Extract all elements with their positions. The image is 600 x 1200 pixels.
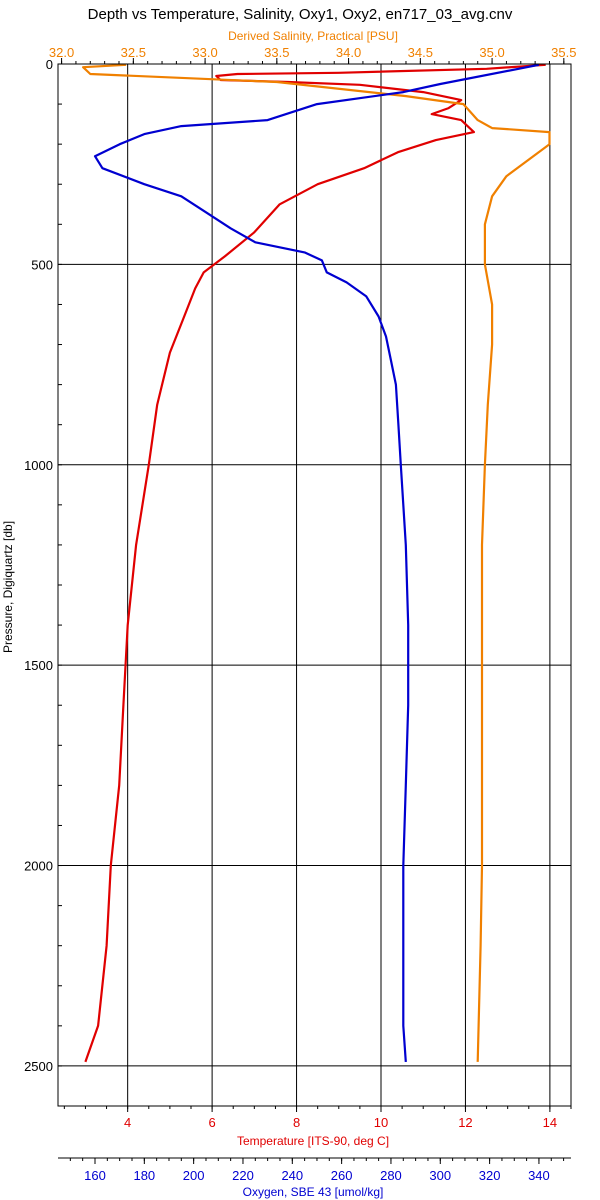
salinity-tick-label: 35.5 [551,45,576,60]
oxygen-tick-label: 240 [281,1168,303,1183]
pressure-tick-label: 1000 [24,458,53,473]
salinity-profile-line [82,63,551,1062]
temperature-tick-label: 10 [374,1115,388,1130]
salinity-tick-label: 34.5 [408,45,433,60]
plot-frame [57,63,572,1107]
chart-title: Depth vs Temperature, Salinity, Oxy1, Ox… [88,6,513,23]
oxygen-tick-label: 340 [528,1168,550,1183]
salinity-axis-label: Derived Salinity, Practical [PSU] [228,29,398,43]
oxygen-tick-label: 180 [133,1168,155,1183]
grid [58,63,571,1106]
oxygen-tick-label: 260 [331,1168,353,1183]
temperature-profile-line [84,63,546,1063]
pressure-tick-label: 2500 [24,1059,53,1074]
oxygen-tick-label: 320 [479,1168,501,1183]
temperature-tick-label: 8 [293,1115,300,1130]
salinity-tick-label: 32.5 [121,45,146,60]
pressure-tick-label: 0 [46,57,53,72]
oxygen-tick-label: 280 [380,1168,402,1183]
temperature-tick-label: 14 [543,1115,557,1130]
temperature-tick-label: 6 [208,1115,215,1130]
salinity-tick-label: 35.0 [479,45,504,60]
axis-ticks: 0 500 1000 1500 2000 2500 32.0 32.5 33.0 33.5 34.0… [24,45,576,1183]
oxygen-axis-label: Oxygen, SBE 43 [umol/kg] [243,1185,384,1199]
oxygen-tick-label: 300 [429,1168,451,1183]
pressure-tick-label: 1500 [24,658,53,673]
oxygen-tick-label: 160 [84,1168,106,1183]
oxygen-profile-line [93,63,540,1062]
pressure-tick-label: 500 [31,257,53,272]
pressure-axis-label: Pressure, Digiquartz [db] [1,521,15,653]
salinity-tick-label: 33.5 [264,45,289,60]
salinity-tick-label: 34.0 [336,45,361,60]
oxygen-tick-label: 220 [232,1168,254,1183]
pressure-tick-label: 2000 [24,859,53,874]
temperature-axis-label: Temperature [ITS-90, deg C] [237,1134,389,1148]
salinity-tick-label: 33.0 [192,45,217,60]
salinity-tick-label: 32.0 [49,45,74,60]
series-layer [82,63,551,1063]
temperature-tick-label: 12 [458,1115,472,1130]
temperature-tick-label: 4 [124,1115,131,1130]
oxygen-tick-label: 200 [183,1168,205,1183]
